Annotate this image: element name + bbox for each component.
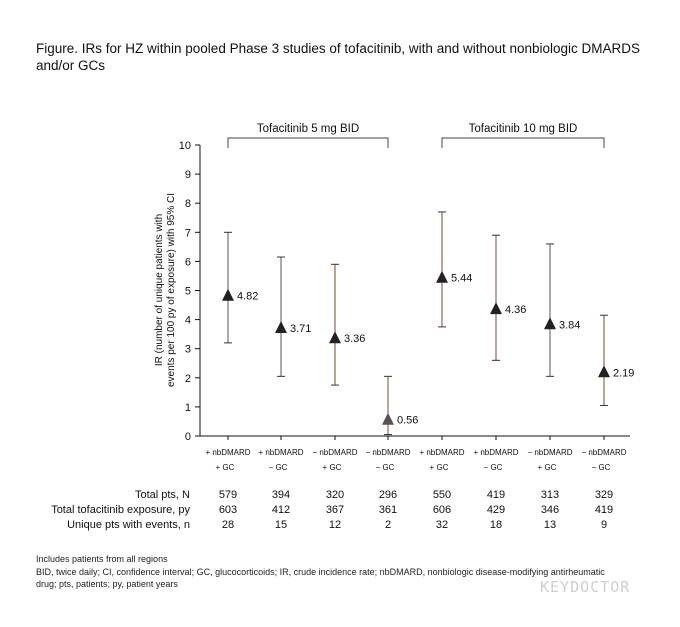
data-point-label: 4.82 [237,291,258,303]
table-cell: 18 [490,519,502,531]
table-row-label: Total tofacitinib exposure, py [51,504,190,516]
category-label-line2: + GC [538,463,557,472]
table-row-label: Unique pts with events, n [67,519,190,531]
table-cell: 550 [433,489,451,501]
category-label-line2: + GC [323,463,342,472]
y-tick-label: 7 [185,227,191,239]
data-point-marker [544,317,556,330]
table-cell: 28 [222,519,234,531]
category-label-line2: + GC [216,463,235,472]
data-point-label: 5.44 [451,273,472,285]
data-point-marker [329,331,341,344]
table-cell: 346 [541,504,559,516]
figure-title: Figure. IRs for HZ within pooled Phase 3… [36,41,641,73]
footnote-abbreviations: BID, twice daily; CI, confidence interva… [36,567,605,577]
data-point-marker [598,365,610,378]
y-axis-title-line2: events per 100 py of exposure) with 95% … [166,193,177,387]
y-tick-label: 1 [185,402,191,414]
watermark: KEYDOCTOR [540,578,631,596]
table-cell: 15 [275,519,287,531]
category-label-line2: − GC [592,463,611,472]
y-tick-label: 4 [185,315,191,327]
table-cell: 313 [541,489,559,501]
y-tick-label: 2 [185,373,191,385]
data-point-label: 4.36 [505,304,526,316]
data-point-label: 0.56 [397,415,418,427]
y-tick-label: 3 [185,344,191,356]
y-tick-label: 9 [185,169,191,181]
footnote-abbreviations-cont: drug; pts, patients; py, patient years [36,579,178,589]
table-cell: 296 [379,489,397,501]
y-tick-label: 10 [179,140,191,152]
table-cell: 12 [329,519,341,531]
y-axis-title: IR (number of unique patients withevents… [154,193,177,387]
group-bracket [441,137,605,148]
table-cell: 367 [326,504,344,516]
y-axis-title-line1: IR (number of unique patients with [154,214,165,366]
category-label-line2: − GC [376,463,395,472]
y-tick-label: 5 [185,286,191,298]
data-point-marker [436,270,448,283]
data-point-label: 3.84 [559,319,580,331]
category-label-line1: + nbDMARD [205,448,250,457]
group-label: Tofacitinib 5 mg BID [257,123,359,135]
category-label-line1: − nbDMARD [581,448,626,457]
category-label-line1: − nbDMARD [312,448,357,457]
category-label-line1: − nbDMARD [365,448,410,457]
group-label: Tofacitinib 10 mg BID [469,123,578,135]
data-point-marker [275,321,287,334]
category-label-line1: − nbDMARD [527,448,572,457]
category-label-line2: − GC [484,463,503,472]
table-cell: 320 [326,489,344,501]
table-cell: 579 [219,489,237,501]
table-cell: 32 [436,519,448,531]
category-label-line1: + nbDMARD [419,448,464,457]
table-cell: 429 [487,504,505,516]
data-point-label: 3.71 [290,323,311,335]
table-cell: 9 [601,519,607,531]
data-point-marker [382,412,394,425]
table-cell: 394 [272,489,290,501]
table-cell: 606 [433,504,451,516]
group-bracket [227,137,389,148]
y-tick-label: 0 [185,431,191,443]
table-cell: 2 [385,519,391,531]
table-cell: 361 [379,504,397,516]
data-point-label: 3.36 [344,333,365,345]
data-point-marker [490,302,502,315]
table-row-label: Total pts, N [135,489,190,501]
category-label-line2: − GC [269,463,288,472]
table-cell: 603 [219,504,237,516]
data-point-label: 2.19 [613,367,634,379]
category-label-line2: + GC [430,463,449,472]
category-label-line1: + nbDMARD [258,448,303,457]
data-point-marker [222,288,234,301]
y-tick-label: 6 [185,256,191,268]
table-cell: 419 [595,504,613,516]
category-label-line1: + nbDMARD [473,448,518,457]
table-cell: 13 [544,519,556,531]
table-cell: 412 [272,504,290,516]
table-cell: 329 [595,489,613,501]
table-cell: 419 [487,489,505,501]
y-tick-label: 8 [185,198,191,210]
footnote-regions: Includes patients from all regions [36,554,168,564]
